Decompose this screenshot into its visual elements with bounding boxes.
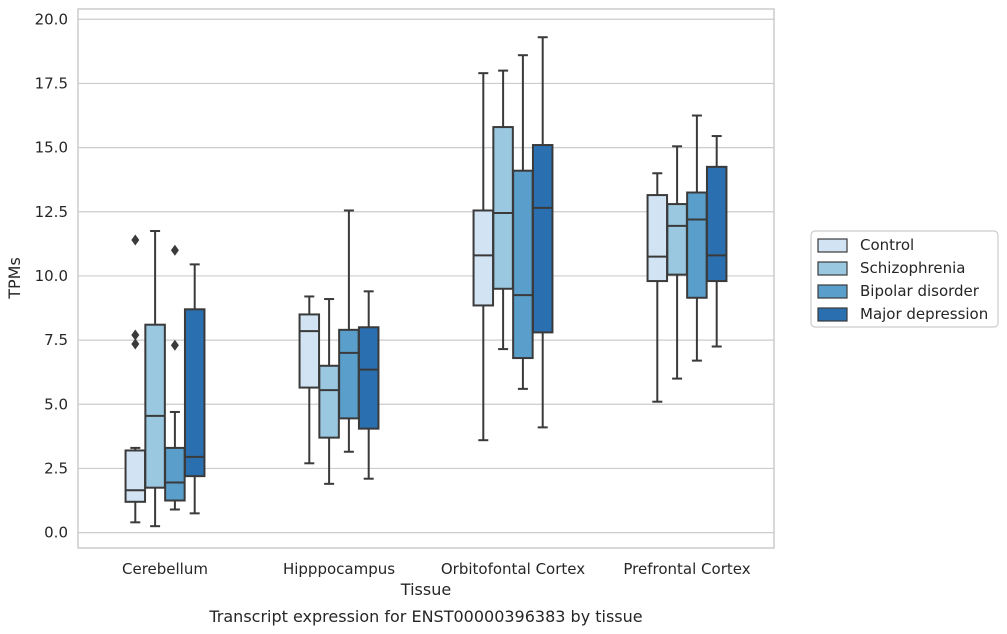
legend-label: Control — [860, 236, 914, 254]
box-iqr — [144, 323, 166, 489]
legend-label: Bipolar disorder — [860, 282, 980, 300]
y-tick-label: 15.0 — [35, 139, 68, 157]
chart-caption: Transcript expression for ENST0000039638… — [208, 607, 642, 626]
legend-label: Schizophrenia — [860, 259, 965, 277]
x-tick-label: Hipppocampus — [283, 560, 395, 578]
y-tick-label: 2.5 — [44, 459, 68, 477]
box-control — [472, 72, 495, 442]
y-axis-ticks: 0.0 2.5 5.0 7.5 10.0 12.5 15.0 17.5 20.0 — [35, 10, 68, 541]
box-iqr — [183, 308, 206, 478]
y-tick-label: 12.5 — [35, 203, 68, 221]
box-bipolar-disorder — [164, 244, 186, 511]
box-bipolar-disorder — [338, 209, 360, 453]
legend-swatch — [817, 261, 848, 276]
box-iqr — [646, 194, 669, 283]
box-schizophrenia — [318, 298, 340, 485]
box-major-depression — [183, 263, 206, 515]
y-tick-label: 17.5 — [35, 74, 68, 92]
box-iqr — [298, 313, 321, 389]
legend-swatch — [817, 284, 848, 299]
y-axis-label: TPMs — [5, 257, 24, 300]
legend-swatch — [817, 238, 848, 253]
box-iqr — [472, 209, 495, 307]
y-tick-label: 7.5 — [44, 331, 68, 349]
x-tick-label: Prefrontal Cortex — [623, 560, 750, 578]
box-iqr — [512, 169, 534, 360]
legend-label: Major depression — [860, 305, 988, 323]
box-iqr — [164, 446, 186, 502]
box-iqr — [318, 364, 340, 439]
outlier-point — [170, 244, 179, 256]
box-iqr — [666, 203, 688, 276]
box-bipolar-disorder — [512, 54, 534, 390]
box-iqr — [492, 126, 514, 290]
x-tick-label: Orbitofontal Cortex — [441, 560, 585, 578]
x-axis-ticks: Cerebellum Hipppocampus Orbitofontal Corte… — [122, 560, 751, 578]
legend: Control Schizophrenia Bipolar disorder Majo… — [810, 230, 999, 328]
box-control — [646, 172, 669, 403]
box-control — [298, 295, 321, 465]
box-iqr — [531, 144, 554, 334]
box-iqr — [357, 326, 380, 430]
legend-frame — [810, 230, 999, 328]
y-tick-label: 20.0 — [35, 10, 68, 28]
outlier-point — [170, 339, 179, 351]
y-tick-label: 10.0 — [35, 267, 68, 285]
legend-swatch — [817, 307, 848, 322]
box-iqr — [686, 191, 708, 299]
box-plot-series — [124, 36, 728, 528]
y-tick-label: 5.0 — [44, 395, 68, 413]
box-schizophrenia — [666, 145, 688, 380]
box-control — [124, 234, 147, 524]
box-schizophrenia — [492, 69, 514, 351]
outlier-point — [131, 338, 140, 350]
box-iqr — [705, 165, 728, 283]
box-major-depression — [705, 135, 728, 348]
plot-frame — [77, 8, 775, 549]
box-schizophrenia — [144, 230, 166, 528]
box-major-depression — [531, 36, 554, 429]
x-tick-label: Cerebellum — [122, 560, 208, 578]
outlier-point — [131, 234, 140, 246]
y-tick-label: 0.0 — [44, 524, 68, 542]
x-axis-label: Tissue — [400, 580, 451, 599]
outlier-point — [131, 329, 140, 341]
box-iqr — [338, 328, 360, 420]
box-iqr — [124, 449, 147, 503]
box-bipolar-disorder — [686, 114, 708, 362]
box-major-depression — [357, 290, 380, 480]
